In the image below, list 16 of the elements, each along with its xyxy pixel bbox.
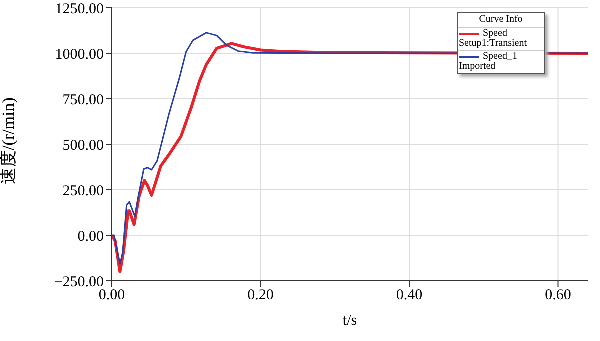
x-tick-label: 0.00 [98, 288, 126, 304]
x-tick-label: 0.40 [396, 288, 423, 304]
y-tick-label: 750.00 [62, 92, 104, 108]
y-tick-label: 1000.00 [55, 46, 104, 63]
legend-label: Speed Setup1:Transient [459, 28, 527, 49]
x-tick-label: 0.60 [545, 288, 572, 304]
y-tick-label: 250.00 [62, 183, 104, 200]
y-tick-label: −250.00 [54, 274, 104, 290]
y-axis-title: 速度/(r/min) [0, 98, 18, 184]
legend-title: Curve Info [458, 13, 544, 28]
y-tick-label: 0.00 [78, 228, 104, 245]
y-tick-label: 1250.00 [55, 1, 104, 18]
y-tick-label: 500.00 [62, 138, 104, 154]
legend-label: Speed_1 Imported [459, 51, 518, 72]
x-axis-title: t/s [342, 313, 358, 329]
x-tick-label: 0.20 [248, 288, 274, 304]
